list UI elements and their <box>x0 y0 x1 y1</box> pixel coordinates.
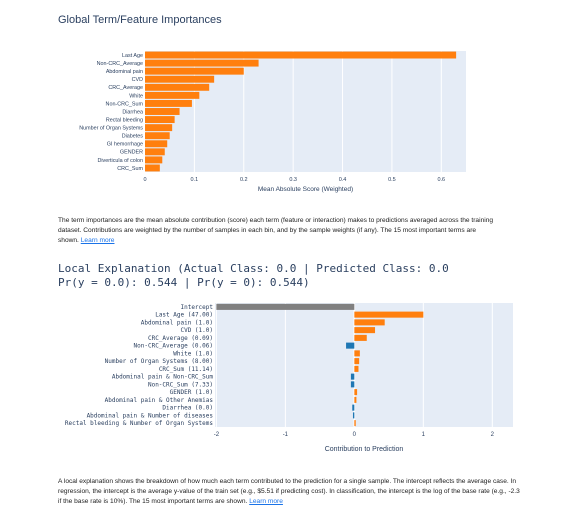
local-bar-abdominal-pain-non-crc-sum <box>350 373 355 380</box>
global-importance-chart: 0 0.1 0.2 0.3 0.4 0.5 0.6 Last Age Non-CRC_Avera… <box>79 51 466 193</box>
global-y-tick-label: CRC_Average <box>108 85 143 91</box>
global-y-tick-label: White <box>129 93 143 99</box>
local-y-tick-label: Abdominal pain & Number of diseases <box>87 412 214 419</box>
local-bar-gender-1-0 <box>354 389 358 396</box>
local-x-tick-label: 0 <box>353 432 357 438</box>
local-y-tick-label: Number of Organ Systems (8.00) <box>105 358 213 365</box>
local-bar-rectal-bleeding-number-of-organ-systems <box>354 420 356 427</box>
local-bar-abdominal-pain-other-anemias <box>354 396 357 403</box>
local-y-tick-label: CRC_Sum (11.14) <box>159 366 213 373</box>
global-x-tick-label: 0.4 <box>339 177 347 183</box>
global-x-tick-label: 0.6 <box>437 177 445 183</box>
global-chart-title: Global Term/Feature Importances <box>58 14 222 26</box>
local-y-tick-label: Rectal bleeding & Number of Organ System… <box>65 420 213 427</box>
local-y-tick-label: Abdominal pain (1.0) <box>141 319 213 326</box>
global-x-tick-label: 0.1 <box>191 177 199 183</box>
local-y-tick-label: Non-CRC_Average (0.06) <box>134 343 213 350</box>
global-y-tick-label: Rectal bleeding <box>106 117 143 123</box>
local-bar-non-crc-average-0-06 <box>346 342 355 349</box>
local-y-tick-label: Last Age (47.00) <box>155 312 213 319</box>
local-bar-non-crc-sum-7-33 <box>350 381 355 388</box>
local-description: A local explanation shows the breakdown … <box>58 477 524 507</box>
global-bar-gender <box>145 148 165 156</box>
global-y-tick-label: GI hemorrhage <box>107 142 143 148</box>
local-y-tick-label: Abdominal pain & Non-CRC_Sum <box>112 374 214 381</box>
global-y-tick-label: Abdominal pain <box>106 69 143 75</box>
local-bar-cvd-1-0 <box>354 327 376 334</box>
local-bar-intercept <box>216 303 355 310</box>
local-learn-more-link[interactable]: Learn more <box>249 498 283 505</box>
global-x-tick-label: 0 <box>143 177 146 183</box>
local-bar-abdominal-pain-1-0 <box>354 319 385 326</box>
global-bar-diabetes <box>145 132 170 140</box>
global-y-tick-label: Non-CRC_Sum <box>106 101 144 107</box>
global-bar-white <box>145 91 200 99</box>
local-bar-last-age-47-00 <box>354 311 424 318</box>
global-description-text: The term importances are the mean absolu… <box>58 217 494 244</box>
global-bar-crc-average <box>145 83 210 91</box>
global-y-tick-label: Diabetes <box>122 134 144 140</box>
global-bar-gi-hemorrhage <box>145 140 168 148</box>
local-bar-crc-sum-11-14 <box>354 365 359 372</box>
global-bar-abdominal-pain <box>145 67 244 75</box>
local-x-tick-label: 1 <box>422 432 426 438</box>
local-bar-crc-average-0-09 <box>354 334 367 341</box>
local-x-tick-label: -1 <box>283 432 289 438</box>
local-bar-white-1-0 <box>354 350 360 357</box>
global-description: The term importances are the mean absolu… <box>58 216 498 246</box>
global-bar-cvd <box>145 75 215 83</box>
local-x-tick-label: 2 <box>491 432 495 438</box>
global-bar-non-crc-sum <box>145 99 192 107</box>
local-y-tick-label: White (1.0) <box>173 350 213 357</box>
local-bar-number-of-organ-systems-8-00 <box>354 358 360 365</box>
global-y-tick-label: Diarrhea <box>122 109 143 115</box>
global-y-tick-label: CVD <box>132 77 143 83</box>
local-bar-diarrhea-0-0 <box>352 404 355 411</box>
local-y-tick-label: CVD (1.0) <box>180 327 213 334</box>
global-y-tick-label: GENDER <box>120 150 143 156</box>
global-bar-crc-sum <box>145 164 160 172</box>
global-y-tick-label: Number of Organ Systems <box>79 126 143 132</box>
local-y-tick-label: Non-CRC_Sum (7.33) <box>148 381 213 388</box>
local-chart-title: Local Explanation (Actual Class: 0.0 | P… <box>58 262 449 290</box>
local-y-tick-label: GENDER (1.0) <box>170 389 213 396</box>
global-bar-diarrhea <box>145 108 180 115</box>
local-y-tick-label: CRC_Average (0.09) <box>148 335 213 342</box>
global-x-axis-label: Mean Absolute Score (Weighted) <box>258 186 353 193</box>
local-bar-abdominal-pain-number-of-diseases <box>352 412 355 419</box>
global-y-tick-label: Last Age <box>122 53 143 59</box>
local-description-text: A local explanation shows the breakdown … <box>58 478 520 505</box>
local-y-tick-label: Intercept <box>180 304 213 311</box>
global-learn-more-link[interactable]: Learn more <box>80 237 115 244</box>
local-title-line2: Pr(y = 0.0): 0.544 | Pr(y = 0): 0.544) <box>58 276 310 289</box>
local-y-tick-label: Abdominal pain & Other Anemias <box>105 397 214 404</box>
local-x-axis-label: Contribution to Prediction <box>325 446 404 453</box>
global-bar-non-crc-average <box>145 59 259 67</box>
global-x-tick-label: 0.2 <box>240 177 248 183</box>
global-bar-diverticula-of-colon <box>145 156 163 164</box>
global-x-tick-label: 0.5 <box>388 177 396 183</box>
local-y-tick-label: Diarrhea (0.0) <box>162 405 213 412</box>
local-title-line1: Local Explanation (Actual Class: 0.0 | P… <box>58 262 449 275</box>
global-y-tick-label: Non-CRC_Average <box>97 61 143 67</box>
global-bar-last-age <box>145 51 457 59</box>
global-bar-number-of-organ-systems <box>145 124 173 132</box>
global-x-tick-label: 0.3 <box>289 177 297 183</box>
global-bar-rectal-bleeding <box>145 116 175 124</box>
global-y-tick-label: Diverticula of colon <box>97 158 143 164</box>
local-x-tick-label: -2 <box>214 432 220 438</box>
global-y-tick-label: CRC_Sum <box>117 166 143 172</box>
